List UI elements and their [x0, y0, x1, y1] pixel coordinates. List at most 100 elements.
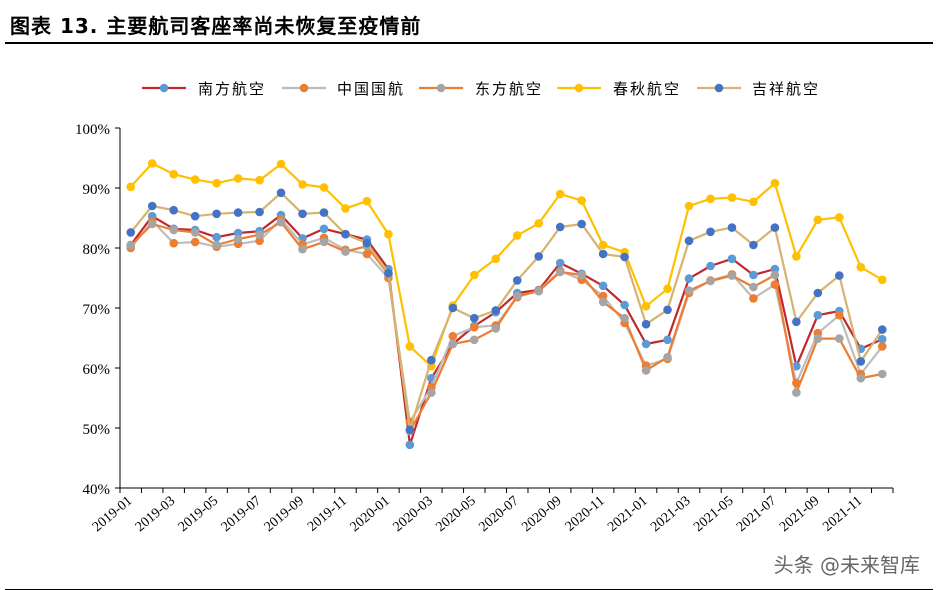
data-point	[534, 252, 544, 261]
data-point	[856, 357, 866, 366]
legend-label: 春秋航空	[613, 80, 681, 98]
data-point	[233, 228, 243, 238]
data-point	[319, 208, 329, 217]
y-tick-label: 100%	[75, 122, 110, 138]
data-point	[233, 174, 243, 183]
data-point	[641, 319, 651, 329]
data-point	[770, 270, 780, 280]
x-tick-label: 2021-07	[734, 494, 779, 535]
data-point	[856, 262, 866, 272]
data-point	[598, 281, 608, 291]
data-point	[147, 159, 157, 168]
data-point	[620, 252, 629, 262]
data-point	[169, 169, 178, 179]
data-point	[405, 440, 415, 450]
data-point	[706, 276, 715, 286]
data-point	[706, 227, 715, 237]
data-point	[663, 305, 672, 315]
chart-title: 图表 13. 主要航司客座率尚未恢复至疫情前	[10, 14, 422, 38]
data-point	[491, 254, 501, 264]
y-tick-label: 40%	[83, 482, 111, 498]
data-point	[298, 180, 307, 189]
data-point	[190, 175, 200, 184]
data-point	[727, 223, 737, 232]
data-point	[255, 175, 264, 185]
data-point	[298, 244, 307, 254]
legend-label: 南方航空	[198, 80, 266, 98]
data-point	[319, 224, 329, 234]
data-point	[491, 306, 501, 315]
legend-marker	[159, 83, 169, 93]
data-point	[641, 301, 651, 311]
data-point	[448, 331, 458, 341]
x-tick-label: 2021-01	[605, 494, 650, 535]
data-point	[835, 310, 844, 320]
data-point	[641, 339, 651, 349]
data-point	[813, 215, 823, 225]
data-point	[276, 217, 286, 227]
x-tick-label: 2021-05	[691, 494, 736, 535]
data-point	[727, 193, 737, 202]
data-point	[298, 209, 307, 219]
data-point	[427, 355, 436, 365]
data-point	[706, 261, 715, 271]
data-point	[512, 276, 522, 285]
watermark: 头条 @未来智库	[773, 553, 920, 577]
data-point	[255, 230, 264, 240]
data-point	[706, 194, 715, 204]
data-point	[792, 388, 801, 397]
data-point	[405, 425, 415, 435]
data-point	[255, 236, 264, 246]
data-point	[512, 291, 522, 301]
data-point	[233, 234, 243, 244]
data-point	[684, 201, 694, 211]
data-point	[126, 241, 136, 250]
data-point	[276, 188, 286, 198]
data-point	[577, 219, 586, 229]
data-point	[835, 334, 844, 343]
data-point	[362, 249, 372, 259]
data-point	[877, 325, 887, 334]
x-tick-label: 2020-09	[519, 494, 564, 535]
legend-label: 吉祥航空	[752, 80, 820, 98]
data-point	[469, 335, 479, 345]
data-point	[856, 373, 866, 383]
data-point	[169, 225, 178, 235]
data-point	[212, 209, 221, 219]
title-underline	[5, 42, 933, 44]
data-point	[727, 271, 737, 280]
data-point	[770, 223, 780, 232]
data-point	[792, 252, 801, 261]
legend-marker	[574, 83, 584, 93]
data-point	[405, 342, 415, 351]
x-tick-label: 2020-03	[391, 494, 436, 535]
data-point	[684, 286, 694, 295]
data-point	[792, 317, 801, 327]
data-point	[469, 322, 479, 332]
data-point	[147, 201, 157, 211]
data-point	[341, 247, 350, 256]
data-point	[577, 270, 586, 280]
x-tick-label: 2020-11	[563, 494, 608, 535]
x-tick-label: 2021-03	[648, 494, 693, 535]
data-point	[770, 178, 780, 188]
series-line	[129, 221, 883, 433]
data-point	[319, 237, 329, 247]
data-point	[749, 240, 758, 250]
data-point	[620, 313, 629, 323]
x-tick-label: 2019-09	[262, 494, 307, 535]
x-tick-label: 2019-03	[133, 494, 178, 535]
data-point	[319, 183, 329, 192]
data-point	[276, 159, 286, 169]
series-line	[129, 218, 884, 424]
data-point	[534, 286, 544, 296]
data-point	[169, 238, 178, 248]
data-point	[555, 258, 565, 268]
data-point	[813, 310, 823, 320]
data-point	[877, 342, 887, 351]
data-point	[877, 334, 887, 344]
series-line	[129, 162, 883, 368]
data-point	[598, 249, 608, 259]
data-point	[641, 366, 651, 375]
data-point	[877, 275, 887, 285]
